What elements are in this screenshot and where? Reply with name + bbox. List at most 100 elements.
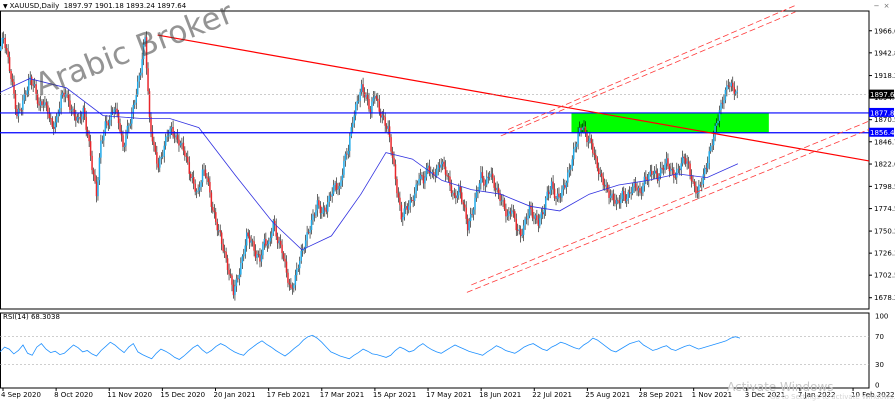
bear-candle	[453, 192, 456, 196]
date-axis-label: 17 Mar 2021	[320, 391, 364, 399]
bull-candle	[717, 120, 719, 124]
bear-candle	[380, 111, 382, 118]
bear-candle	[678, 168, 681, 171]
bear-candle	[536, 215, 538, 221]
bull-candle	[723, 100, 725, 104]
bull-candle	[402, 217, 404, 220]
bear-candle	[212, 206, 214, 211]
bear-candle	[248, 236, 251, 243]
bull-candle	[132, 104, 135, 114]
date-axis-label: 3 Dec 2021	[745, 391, 785, 399]
bear-candle	[85, 116, 87, 130]
bull-candle	[241, 256, 244, 263]
bear-candle	[462, 202, 464, 205]
bear-candle	[209, 182, 211, 193]
bull-candle	[565, 182, 568, 188]
bear-candle	[721, 102, 724, 104]
date-axis-label: 18 Jun 2021	[479, 391, 521, 399]
bear-candle	[559, 196, 562, 198]
price-plot-frame	[0, 10, 870, 310]
bear-candle	[580, 127, 582, 131]
bear-candle	[592, 143, 594, 154]
bear-candle	[514, 211, 516, 219]
bull-candle	[326, 202, 329, 212]
bull-candle	[142, 44, 145, 60]
bull-candle	[609, 195, 612, 198]
bull-candle	[415, 184, 417, 194]
bull-candle	[163, 145, 165, 157]
bull-candle	[518, 229, 520, 231]
bear-candle	[555, 197, 557, 199]
bear-candle	[156, 152, 158, 164]
price-axis-label: 1822.65	[874, 161, 895, 169]
price-tag-current-label: 1897.64	[870, 91, 895, 99]
bull-candle	[631, 186, 634, 194]
bull-candle	[430, 172, 432, 174]
bull-candle	[360, 84, 363, 93]
price-tag-resistance-label: 1877.86	[870, 109, 895, 117]
bear-candle	[388, 126, 391, 138]
bear-candle	[602, 176, 604, 186]
bear-candle	[67, 93, 70, 101]
bull-candle	[39, 101, 42, 106]
bull-candle	[527, 215, 529, 220]
bull-candle	[134, 102, 136, 105]
bull-candle	[715, 123, 718, 126]
bull-candle	[200, 182, 202, 188]
bull-candle	[303, 248, 305, 250]
triangle-down-icon[interactable]: ▼	[3, 3, 8, 10]
bull-candle	[488, 174, 491, 178]
bull-candle	[477, 191, 479, 193]
bear-candle	[7, 50, 9, 58]
minimize-icon[interactable]: −	[873, 2, 880, 10]
close-icon[interactable]: ×	[883, 2, 890, 10]
bull-candle	[633, 183, 635, 187]
bear-candle	[433, 172, 435, 176]
bull-candle	[356, 101, 358, 105]
bear-candle	[275, 224, 277, 237]
bull-candle	[131, 113, 133, 124]
bear-candle	[276, 236, 279, 244]
price-axis-label: 1750.20	[874, 228, 895, 236]
bear-candle	[493, 177, 495, 188]
bear-candle	[396, 179, 398, 194]
bull-candle	[114, 108, 117, 110]
bull-candle	[72, 108, 74, 110]
bull-candle	[698, 184, 700, 193]
bull-candle	[726, 85, 728, 90]
bear-candle	[428, 165, 431, 174]
rsi-plot-frame	[0, 312, 870, 389]
bull-candle	[659, 167, 662, 176]
bear-candle	[443, 161, 445, 167]
bear-candle	[639, 188, 641, 193]
bear-candle	[564, 185, 566, 188]
bear-candle	[586, 132, 588, 143]
bear-candle	[608, 190, 610, 198]
price-tag-resistance	[869, 107, 894, 117]
bull-candle	[574, 146, 576, 149]
bull-candle	[403, 208, 406, 218]
bear-candle	[634, 183, 637, 188]
price-axis-label: 1942.80	[874, 49, 895, 57]
bull-candle	[706, 163, 709, 169]
bear-candle	[391, 151, 394, 158]
bull-candle	[419, 174, 422, 179]
bull-candle	[312, 214, 314, 221]
bear-candle	[154, 145, 157, 153]
bull-candle	[322, 207, 325, 214]
bear-candle	[463, 204, 466, 208]
date-axis-label: 11 Nov 2020	[107, 391, 152, 399]
bear-candle	[151, 131, 154, 142]
price-tag-support-label: 1856.45	[870, 129, 895, 137]
bull-candle	[648, 174, 650, 181]
bull-candle	[724, 89, 727, 101]
bear-candle	[671, 168, 674, 171]
bear-candle	[313, 214, 316, 216]
date-axis-label: 4 Sep 2020	[1, 391, 41, 399]
bear-candle	[410, 199, 413, 201]
bear-candle	[662, 167, 665, 170]
bull-candle	[568, 169, 571, 173]
channel-line-lower	[466, 129, 870, 293]
